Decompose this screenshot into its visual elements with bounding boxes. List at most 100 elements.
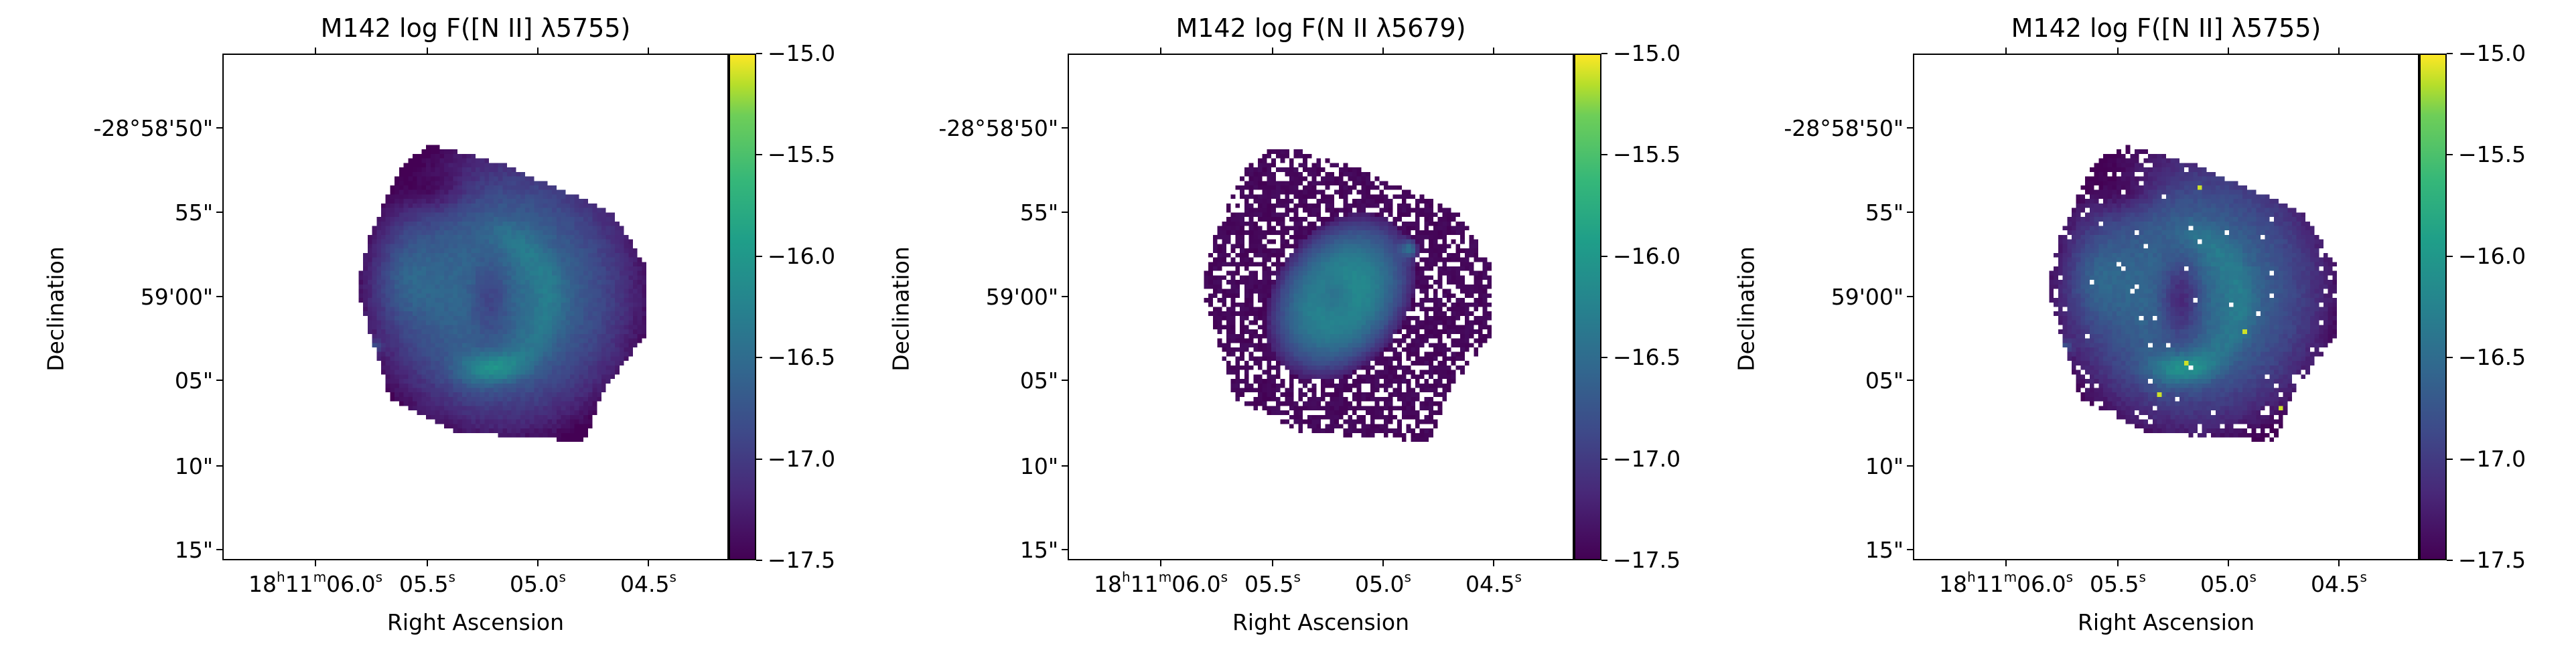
x-tick-value: 06.0 [326,571,376,597]
x-tick-mark-top [2117,48,2119,54]
colorbar-tick-mark [2447,560,2453,561]
y-tick-label: 15" [174,537,213,563]
colorbar-tick-label: −17.0 [1613,445,1681,472]
x-tick-mark [1382,560,1384,566]
y-tick-label: 59'00" [985,284,1058,310]
colorbar-tick-label: −16.0 [768,242,836,269]
y-tick-label: 59'00" [1831,284,1904,310]
x-tick-value: 11 [1130,571,1159,597]
x-tick-value: 06.0 [2017,571,2066,597]
x-tick-mark [648,560,649,566]
x-tick-unit: s [1514,569,1522,585]
x-tick-unit: s [448,569,455,585]
y-tick-mark [1907,465,1913,467]
x-axis-label: Right Ascension [1232,609,1409,635]
x-tick-value: 18 [248,571,277,597]
x-tick-value: 06.0 [1171,571,1221,597]
y-tick-mark [216,127,222,129]
x-tick-mark [2228,560,2229,566]
x-tick-mark-top [2228,48,2229,54]
colorbar-tick-mark [1601,154,1607,156]
x-tick-label: 05.0s [510,570,566,597]
colorbar-tick-label: −15.0 [2458,40,2526,66]
y-tick-mark [1062,380,1068,381]
x-tick-mark-top [1272,48,1273,54]
y-tick-mark [1062,127,1068,129]
y-tick-mark [216,465,222,467]
x-tick-value: 18 [1939,571,1967,597]
x-tick-value: 18 [1094,571,1122,597]
heatmap-image [1069,55,1573,559]
colorbar-tick-mark [2447,255,2453,257]
x-tick-unit: h [1122,569,1131,585]
x-tick-label: 05.5s [2090,570,2146,597]
y-tick-label: 10" [1865,453,1904,479]
x-tick-mark-top [315,48,316,54]
colorbar-tick-label: −16.5 [1613,344,1681,371]
plot-area [1068,54,1574,560]
x-tick-unit: s [2066,569,2074,585]
x-tick-mark [1272,560,1273,566]
x-tick-value: 11 [285,571,313,597]
colorbar-tick-label: −17.0 [2458,445,2526,472]
y-tick-mark [1907,127,1913,129]
x-tick-unit: s [559,569,566,585]
y-tick-label: 05" [174,368,213,394]
x-tick-label: 18h11m06.0s [248,570,382,597]
y-axis-label: Declination [1733,246,1760,372]
colorbar-tick-label: −16.5 [768,344,836,371]
y-tick-mark [1062,296,1068,297]
y-tick-label: 55" [1865,199,1904,226]
y-tick-label: 55" [1019,199,1058,226]
colorbar-tick-mark [2447,458,2453,460]
y-tick-mark [1907,380,1913,381]
x-tick-value: 05.0 [510,571,559,597]
colorbar-tick-label: −15.0 [768,40,836,66]
x-tick-label: 04.5s [1465,570,1522,597]
x-tick-unit: h [277,569,285,585]
colorbar [2419,54,2447,560]
x-tick-mark-top [537,48,539,54]
x-tick-mark-top [1382,48,1384,54]
colorbar [1574,54,1601,560]
x-tick-label: 05.5s [1244,570,1301,597]
colorbar-tick-mark [1601,255,1607,257]
x-tick-value: 05.0 [1355,571,1405,597]
y-tick-mark [1062,212,1068,213]
plot-area [222,54,729,560]
y-tick-label: 55" [174,199,213,226]
colorbar-tick-mark [756,357,762,359]
x-tick-unit: m [1158,569,1172,585]
chart-title: M142 log F([N II] λ5755) [2011,13,2321,43]
y-tick-mark [1907,296,1913,297]
y-tick-label: 10" [1019,453,1058,479]
x-tick-value: 05.5 [2090,571,2139,597]
y-tick-mark [216,212,222,213]
colorbar-tick-label: −17.5 [1613,547,1681,573]
colorbar-tick-mark [1601,560,1607,561]
y-tick-label: 15" [1019,537,1058,563]
x-tick-mark-top [427,48,428,54]
y-axis-label: Declination [42,246,69,372]
x-tick-label: 18h11m06.0s [1939,570,2073,597]
y-tick-mark [1062,465,1068,467]
y-tick-mark [1062,549,1068,550]
chart-title: M142 log F([N II] λ5755) [320,13,631,43]
colorbar-tick-mark [756,53,762,54]
x-tick-value: 04.5 [1465,571,1515,597]
colorbar-tick-label: −16.0 [2458,242,2526,269]
colorbar [729,54,756,560]
x-tick-value: 05.0 [2200,571,2250,597]
x-tick-value: 04.5 [2311,571,2360,597]
y-tick-label: 05" [1865,368,1904,394]
x-tick-unit: s [1220,569,1228,585]
colorbar-tick-mark [1601,53,1607,54]
colorbar-tick-mark [2447,357,2453,359]
x-tick-unit: s [2249,569,2257,585]
x-tick-mark [2005,560,2007,566]
colorbar-tick-mark [756,154,762,156]
x-tick-mark [537,560,539,566]
x-tick-value: 05.5 [1244,571,1294,597]
x-tick-unit: m [2003,569,2017,585]
colorbar-tick-mark [1601,357,1607,359]
